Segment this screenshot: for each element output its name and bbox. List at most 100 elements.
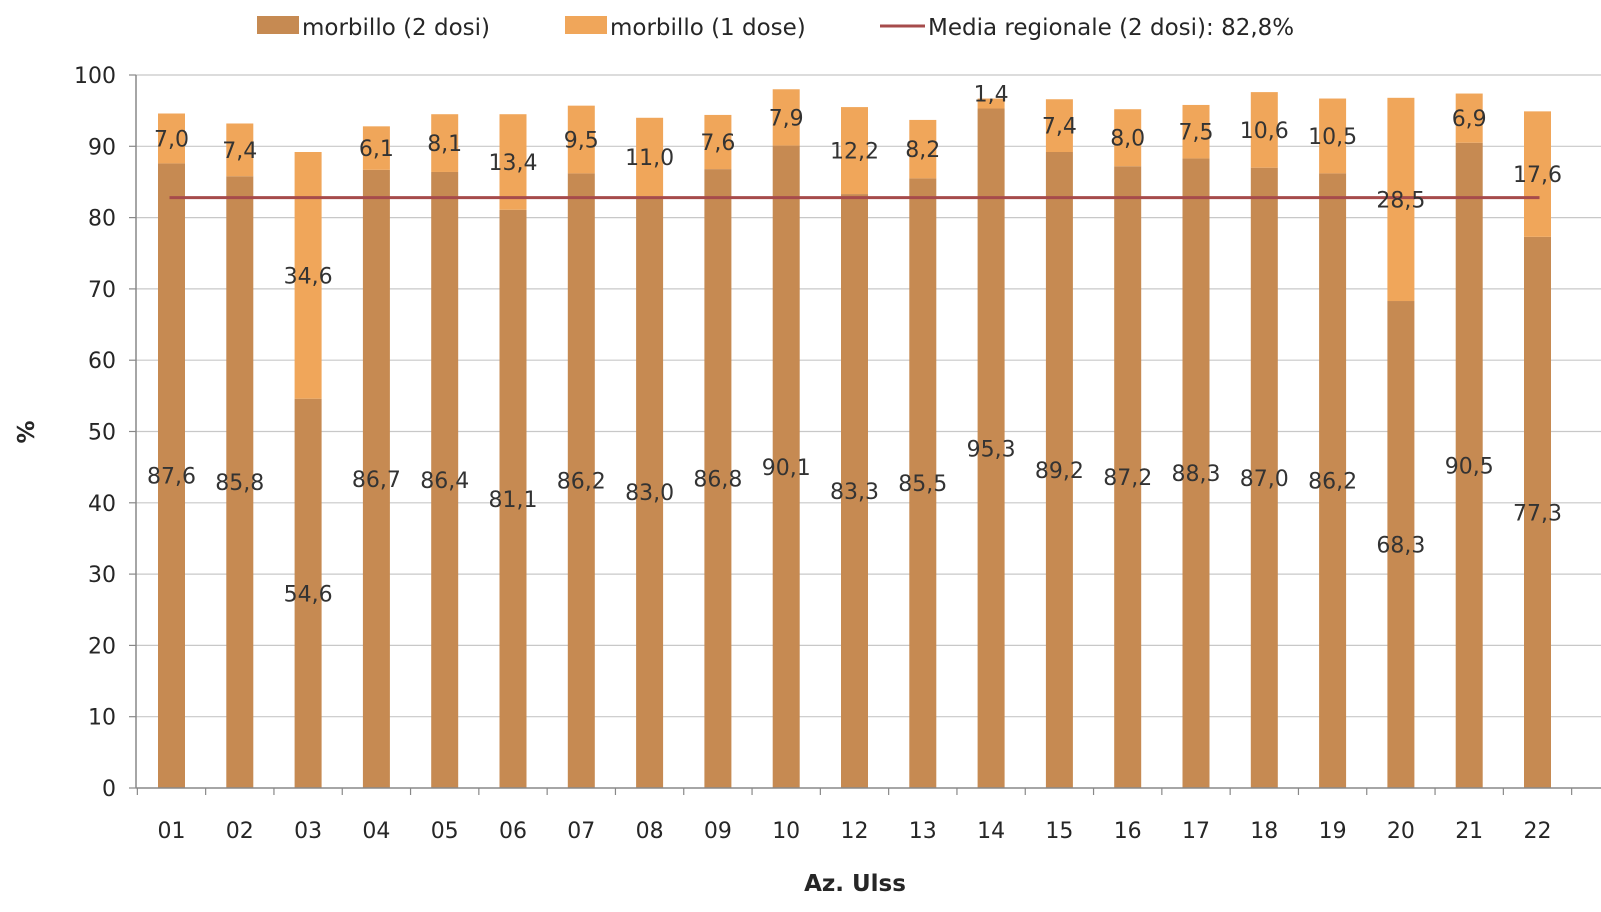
bar-1-dose — [1114, 109, 1142, 167]
x-tick-label: 04 — [362, 819, 390, 844]
x-tick-label: 06 — [499, 819, 527, 844]
bar-1-dose — [909, 119, 937, 179]
bar-1-dose — [226, 123, 254, 177]
data-label-2-dosi: 83,3 — [830, 480, 879, 505]
x-tick-label: 14 — [977, 819, 1005, 844]
data-label-1-dose: 11,0 — [625, 146, 674, 171]
bar-2-dosi — [1250, 167, 1278, 788]
data-label-2-dosi: 85,8 — [215, 471, 264, 496]
data-label-2-dosi: 68,3 — [1376, 534, 1425, 559]
y-axis-title: % — [14, 420, 40, 443]
data-label-2-dosi: 54,6 — [284, 582, 333, 607]
bar-2-dosi — [1114, 166, 1142, 788]
data-label-1-dose: 8,0 — [1110, 127, 1145, 152]
y-tick-label: 70 — [88, 278, 116, 303]
bar-2-dosi — [294, 398, 322, 788]
bar-1-dose — [1045, 99, 1073, 153]
data-label-2-dosi: 90,5 — [1445, 454, 1494, 479]
data-label-1-dose: 13,4 — [489, 151, 538, 176]
legend: morbillo (2 dosi) morbillo (1 dose) Medi… — [257, 15, 1294, 41]
x-axis-title: Az. Ulss — [804, 871, 906, 897]
bar-2-dosi — [1524, 236, 1551, 788]
data-label-1-dose: 9,5 — [564, 129, 599, 154]
bar-2-dosi — [1319, 173, 1347, 789]
data-label-1-dose: 10,6 — [1240, 119, 1289, 144]
x-tick-label: 16 — [1114, 819, 1142, 844]
data-label-1-dose: 7,4 — [222, 139, 257, 164]
x-tick-label: 12 — [841, 819, 869, 844]
gridlines — [136, 74, 1601, 718]
data-label-2-dosi: 95,3 — [967, 437, 1016, 462]
bar-1-dose — [1182, 104, 1210, 159]
bar-2-dosi — [977, 108, 1005, 789]
y-tick-label: 0 — [102, 777, 116, 802]
axes: 0 10 20 30 40 50 60 70 80 90 100 01 02 03 04 05 06 07 08 09… — [74, 64, 1601, 844]
x-tick-label: 07 — [567, 819, 595, 844]
data-label-2-dosi: 87,6 — [147, 465, 196, 490]
data-label-1-dose: 1,4 — [974, 83, 1009, 108]
x-tick-label: 10 — [772, 819, 800, 844]
data-label-2-dosi: 88,3 — [1172, 462, 1221, 487]
data-label-1-dose: 6,9 — [1452, 107, 1487, 132]
y-tick-label: 100 — [74, 64, 116, 89]
x-tick-label: 02 — [226, 819, 254, 844]
legend-label-media: Media regionale (2 dosi): 82,8% — [928, 15, 1294, 41]
bar-2-dosi — [362, 169, 390, 789]
x-tick-label: 22 — [1524, 819, 1552, 844]
bar-1-dose — [158, 113, 185, 164]
data-label-2-dosi: 83,0 — [625, 481, 674, 506]
data-label-2-dosi: 89,2 — [1035, 459, 1084, 484]
data-label-2-dosi: 85,5 — [898, 472, 947, 497]
bar-1-dose — [431, 114, 459, 172]
x-tick-label: 03 — [294, 819, 322, 844]
y-tick-label: 50 — [88, 421, 116, 446]
data-label-1-dose: 34,6 — [284, 264, 333, 289]
y-tick-label: 80 — [88, 207, 116, 232]
data-label-2-dosi: 86,7 — [352, 468, 401, 493]
bar-1-dose — [1524, 111, 1551, 237]
data-label-1-dose: 7,5 — [1179, 121, 1214, 146]
data-label-1-dose: 7,4 — [1042, 115, 1077, 140]
bar-2-dosi — [1182, 158, 1210, 788]
bar-2-dosi — [226, 176, 254, 789]
x-tick-label: 08 — [636, 819, 664, 844]
bar-1-dose — [294, 152, 322, 399]
bar-2-dosi — [772, 145, 800, 788]
data-label-1-dose: 28,5 — [1376, 188, 1425, 213]
bar-1-dose — [841, 107, 868, 195]
x-tick-label: 09 — [704, 819, 732, 844]
y-tick-label: 60 — [88, 349, 116, 374]
data-label-2-dosi: 86,2 — [1308, 470, 1357, 495]
bar-1-dose — [636, 117, 664, 197]
bar-1-dose — [499, 114, 527, 210]
bar-2-dosi — [431, 171, 459, 788]
x-tick-label: 13 — [909, 819, 937, 844]
data-labels: 87,6 7,0 85,8 7,4 54,6 34,6 86,7 6,1 86,4 8,1 81,1… — [147, 83, 1562, 608]
data-label-2-dosi: 87,2 — [1103, 466, 1152, 491]
legend-swatch-2-dosi — [257, 16, 299, 34]
x-tick-label: 15 — [1045, 819, 1073, 844]
bar-2-dosi — [567, 173, 595, 789]
bar-1-dose — [567, 105, 595, 174]
bar-2-dosi — [704, 169, 732, 789]
bar-2-dosi — [1045, 152, 1073, 788]
bar-1-dose — [704, 114, 732, 170]
y-tick-label: 20 — [88, 634, 116, 659]
bar-2-dosi — [636, 196, 664, 788]
y-tick-label: 10 — [88, 706, 116, 731]
y-tick-label: 30 — [88, 563, 116, 588]
data-label-2-dosi: 77,3 — [1513, 501, 1562, 526]
bar-2-dosi — [841, 194, 868, 789]
bar-2-dosi — [1387, 301, 1415, 788]
x-tick-label: 18 — [1250, 819, 1278, 844]
y-tick-label: 40 — [88, 492, 116, 517]
bar-1-dose — [1387, 97, 1415, 302]
legend-label-1-dose: morbillo (1 dose) — [610, 15, 806, 41]
data-label-1-dose: 7,6 — [700, 131, 735, 156]
data-label-1-dose: 7,0 — [154, 127, 189, 152]
x-tick-label: 17 — [1182, 819, 1210, 844]
bar-1-dose — [772, 89, 800, 146]
y-tick-label: 90 — [88, 135, 116, 160]
bar-1-dose — [1455, 93, 1483, 143]
x-tick-label: 19 — [1319, 819, 1347, 844]
